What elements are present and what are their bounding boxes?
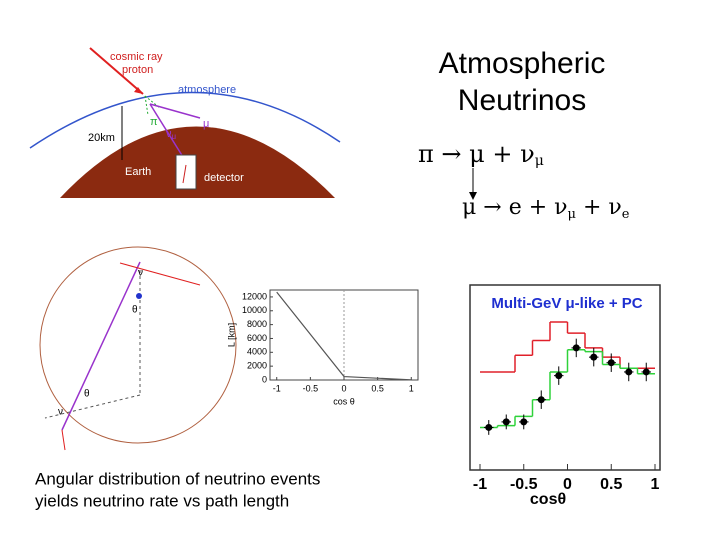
data-point: [642, 368, 650, 376]
label: Earth: [125, 166, 151, 178]
data-point: [607, 359, 615, 367]
incoming: [61, 429, 66, 451]
eq-part: + ν: [576, 195, 622, 220]
label: ν: [166, 128, 172, 140]
x-tick-label: -0.5: [303, 383, 319, 393]
shower: [144, 95, 149, 116]
event-track: [182, 164, 187, 184]
atmosphere-arc: [29, 91, 341, 149]
label: atmosphere: [178, 84, 236, 96]
label: proton: [122, 64, 153, 76]
title: Atmospheric: [439, 47, 606, 80]
x-tick-label: 0.5: [600, 476, 622, 493]
data-line: [276, 291, 412, 381]
eq-sub: μ: [568, 207, 576, 222]
eq-part: π → μ + ν: [418, 140, 535, 168]
y-tick-label: 8000: [247, 319, 267, 329]
x-tick-label: 0: [563, 476, 572, 493]
label: μ: [203, 118, 209, 130]
muon-track: [149, 103, 201, 119]
x-tick-label: -1: [473, 476, 487, 493]
eq-sub: μ: [535, 153, 544, 169]
x-tick-label: 0: [341, 383, 346, 393]
earth-circle: [39, 246, 237, 444]
caption: Angular distribution of neutrino events: [35, 469, 320, 488]
label: μ: [172, 132, 177, 141]
arrow-head: [469, 192, 477, 200]
arrow-head: [134, 87, 143, 94]
label: νμ: [166, 128, 177, 141]
earth: [60, 126, 335, 198]
x-tick-label: 0.5: [371, 383, 384, 393]
label: ν: [138, 268, 143, 279]
chart-title: Multi-GeV μ-like + PC: [491, 295, 642, 312]
data-point: [502, 418, 510, 426]
label: 20km: [88, 132, 115, 144]
label: ν: [58, 407, 63, 418]
circle-figure: ν θ θ ν: [39, 246, 237, 451]
y-tick-label: 10000: [242, 305, 267, 315]
data-point: [555, 372, 563, 380]
data-point: [625, 368, 633, 376]
y-tick-label: 4000: [247, 347, 267, 357]
plot-frame: [469, 284, 661, 471]
y-tick-label: 0: [262, 374, 267, 384]
proton-track: [89, 47, 144, 95]
title: Neutrinos: [458, 84, 586, 117]
data-point: [572, 344, 580, 352]
x-tick-label: 1: [651, 476, 660, 493]
charts: 0 2000 4000 6000 8000 10000 12000 -1 -0.5 0 0.5 1 co…: [226, 284, 661, 508]
incoming: [119, 262, 201, 286]
x-tick-label: -0.5: [510, 476, 538, 493]
y-label: L [km]: [226, 323, 236, 347]
x-tick-label: -1: [273, 383, 281, 393]
x-label: cosθ: [530, 491, 566, 508]
data-point: [520, 418, 528, 426]
caption: yields neutrino rate vs path length: [35, 491, 289, 510]
label: θ: [132, 305, 138, 316]
data-point: [590, 353, 598, 361]
detector-box: [175, 154, 197, 190]
y-tick-label: 6000: [247, 333, 267, 343]
data-point: [537, 396, 545, 404]
label: θ: [84, 389, 90, 400]
neutrino-path: [61, 261, 141, 431]
data-point: [485, 423, 493, 431]
radius: [44, 394, 141, 419]
y-tick-label: 2000: [247, 361, 267, 371]
equation: μ → e + νμ + νe: [462, 195, 630, 222]
label: detector: [204, 172, 244, 184]
atmosphere-figure: cosmic ray proton atmosphere π νμ μ 20km…: [29, 47, 341, 198]
label: cosmic ray: [110, 51, 163, 63]
x-label: cos θ: [333, 396, 355, 406]
x-tick-label: 1: [409, 383, 414, 393]
detector: [136, 293, 142, 299]
y-tick-label: 12000: [242, 291, 267, 301]
eq-part: μ → e + ν: [462, 195, 568, 220]
equation: π → μ + νμ: [418, 140, 544, 170]
label: π: [150, 116, 158, 128]
eq-sub: e: [622, 207, 630, 222]
